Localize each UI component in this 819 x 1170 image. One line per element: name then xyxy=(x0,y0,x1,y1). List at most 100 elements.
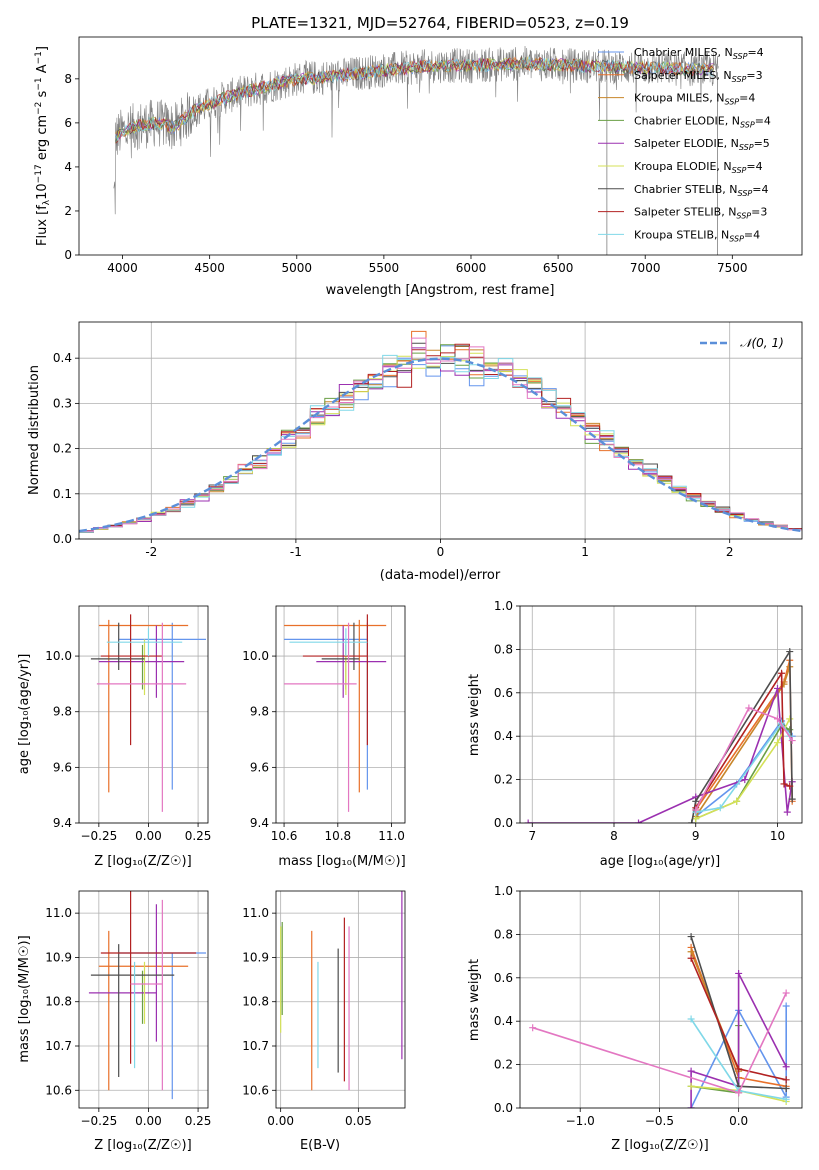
spectrum-xtick-label-3: 5500 xyxy=(369,261,400,275)
legend-label-8: Kroupa STELIB, NSSP=4 xyxy=(634,228,760,243)
spectrum-xtick-label-2: 5000 xyxy=(281,261,312,275)
age-weights-marker-5-3 xyxy=(786,715,794,723)
residuals-xtick-label-1: -1 xyxy=(290,545,302,559)
age-weights-plot-area xyxy=(524,648,796,823)
residuals-xtick-label-0: -2 xyxy=(145,545,157,559)
residuals-ytick-label-2: 0.2 xyxy=(53,442,72,456)
age-weights-xtick-label-0: 7 xyxy=(528,829,536,843)
residuals-ylabel: Normed distribution xyxy=(27,365,42,495)
legend-label-0: Chabrier MILES, NSSP=4 xyxy=(634,46,764,61)
Z-weights-marker-7-2 xyxy=(782,1076,790,1084)
mass-vs-Z-ytick-label-2: 10.8 xyxy=(45,995,72,1009)
spectrum-xtick-label-1: 4500 xyxy=(194,261,225,275)
mass-vs-ebv-frame xyxy=(275,890,406,1109)
legend-label-base-5: Kroupa ELODIE, N xyxy=(634,160,732,173)
Z-weights-marker-9-1 xyxy=(735,1089,743,1097)
spectrum-xtick-label-7: 7500 xyxy=(717,261,748,275)
age-weights-marker-9-3 xyxy=(788,737,796,745)
legend-label-base-8: Kroupa STELIB, N xyxy=(634,228,729,241)
Z-weights-plot-area xyxy=(529,933,790,1108)
age-weights-marker-9-2 xyxy=(773,715,781,723)
Z-weights-frame xyxy=(519,890,803,1109)
age-weights-marker-5-0 xyxy=(692,815,700,823)
spectrum-xtick-label-0: 4000 xyxy=(107,261,138,275)
age-weights-xtick-label-3: 10 xyxy=(770,829,785,843)
legend-label-tail-3: =4 xyxy=(755,114,771,127)
spectrum-title: PLATE=1321, MJD=52764, FIBERID=0523, z=0… xyxy=(251,14,629,32)
age-weights-marker-8-1 xyxy=(716,804,724,812)
age-vs-mass-xtick-label-1: 10.8 xyxy=(324,829,351,843)
age-weights-marker-5-1 xyxy=(733,797,741,805)
legend-label-2: Kroupa MILES, NSSP=4 xyxy=(634,92,755,107)
Z-weights-marker-9-0 xyxy=(529,1024,537,1032)
age-weights-marker-4-3 xyxy=(741,776,749,784)
age-weights-marker-4-1 xyxy=(635,819,643,823)
residuals-frame xyxy=(78,321,803,540)
age-weights-xtick-label-1: 8 xyxy=(610,829,618,843)
age-vs-Z-xtick-label-2: 0.25 xyxy=(185,829,212,843)
Z-weights-ytick-label-4: 0.8 xyxy=(494,927,513,941)
legend-label-tail-8: =4 xyxy=(744,228,760,241)
age-weights-marker-6-1 xyxy=(692,797,700,805)
mass-vs-ebv-ytick-label-3: 10.9 xyxy=(242,950,269,964)
model-spectrum-line-7 xyxy=(115,57,714,144)
Z-weights-ytick-label-1: 0.2 xyxy=(494,1058,513,1072)
legend-label-base-2: Kroupa MILES, N xyxy=(634,92,724,105)
model-spectrum-line-5 xyxy=(115,55,714,140)
age-weights-marker-4-4 xyxy=(773,684,781,692)
normal-legend-label: 𝒩(0, 1) xyxy=(740,336,784,350)
age-weights-xtick-label-2: 9 xyxy=(692,829,700,843)
legend-label-tail-0: =4 xyxy=(747,46,763,59)
legend-label-tail-1: =3 xyxy=(746,69,762,82)
age-weights-ytick-label-0: 0.0 xyxy=(494,816,513,830)
residuals-xtick-label-2: 0 xyxy=(437,545,445,559)
legend-label-sub-8: SSP xyxy=(729,234,744,243)
age-vs-mass-ytick-label-1: 9.6 xyxy=(250,760,269,774)
mass-vs-Z-ytick-label-4: 11.0 xyxy=(45,906,72,920)
legend-label-sub-7: SSP xyxy=(736,212,751,221)
mass-vs-Z-ytick-label-0: 10.6 xyxy=(45,1083,72,1097)
age-vs-Z-ytick-label-2: 9.8 xyxy=(53,705,72,719)
mass-vs-ebv-xtick-label-0: 0.00 xyxy=(267,1114,294,1128)
mass-vs-ebv-plot-area xyxy=(280,891,403,1091)
age-vs-mass-frame xyxy=(275,605,406,824)
age-vs-mass-xtick-label-0: 10.6 xyxy=(271,829,298,843)
legend-label-sub-1: SSP xyxy=(732,75,747,84)
legend-label-6: Chabrier STELIB, NSSP=4 xyxy=(634,183,768,198)
mass-vs-ebv-ytick-label-2: 10.8 xyxy=(242,995,269,1009)
age-weights-series-7 xyxy=(695,670,790,809)
age-vs-mass-ytick-label-0: 9.4 xyxy=(250,816,269,830)
mass-vs-extinction-panel: E(B-V) 0.00 0.05 10.6 10.7 10.8 10.9 11.0 xyxy=(242,890,406,1153)
age-vs-mass-xtick-label-2: 11.0 xyxy=(378,829,405,843)
legend-label-sub-6: SSP xyxy=(738,189,753,198)
legend-label-tail-6: =4 xyxy=(752,183,768,196)
mass-vs-ebv-xlabel: E(B-V) xyxy=(300,1138,340,1153)
mass-vs-Z-frame xyxy=(78,890,209,1109)
mass-vs-Z-xtick-label-2: 0.25 xyxy=(185,1114,212,1128)
age-weights-marker-7-3 xyxy=(786,782,794,790)
legend-label-base-6: Chabrier STELIB, N xyxy=(634,183,738,196)
mass-vs-Z-plot-area xyxy=(88,891,207,1100)
legend-label-3: Chabrier ELODIE, NSSP=4 xyxy=(634,114,771,129)
age-weights-xlabel: age [log₁₀(age/yr)] xyxy=(600,854,721,869)
legend-label-7: Salpeter STELIB, NSSP=3 xyxy=(634,206,767,221)
mass-vs-Z-xlabel: Z [log₁₀(Z/Z☉)] xyxy=(94,1138,191,1153)
age-weights-frame xyxy=(519,605,803,824)
Z-weights-marker-2-0 xyxy=(687,948,695,956)
age-weights-ylabel: mass weight xyxy=(467,674,482,756)
spectrum-ylabel: Flux [fλ10−17 erg cm−2 s−1 A−1] xyxy=(34,46,52,246)
mass-vs-Z-ytick-label-3: 10.9 xyxy=(45,950,72,964)
age-weights-marker-9-0 xyxy=(692,806,700,814)
age-vs-Z-ytick-label-0: 9.4 xyxy=(53,816,72,830)
spectrum-ytick-label-2: 4 xyxy=(64,160,72,174)
spectrum-ytick-label-3: 6 xyxy=(64,116,72,130)
Z-weights-series-0 xyxy=(690,1006,787,1108)
residuals-ytick-label-3: 0.3 xyxy=(53,396,72,410)
Z-weights-marker-5-0 xyxy=(687,1082,695,1090)
legend-label-sub-0: SSP xyxy=(733,52,748,61)
age-vs-Z-frame xyxy=(78,605,209,824)
Z-weights-ytick-label-2: 0.4 xyxy=(494,1014,513,1028)
age-vs-mass-plot-area xyxy=(284,614,387,812)
Z-weights-marker-7-0 xyxy=(687,954,695,962)
legend-label-base-3: Chabrier ELODIE, N xyxy=(634,114,740,127)
